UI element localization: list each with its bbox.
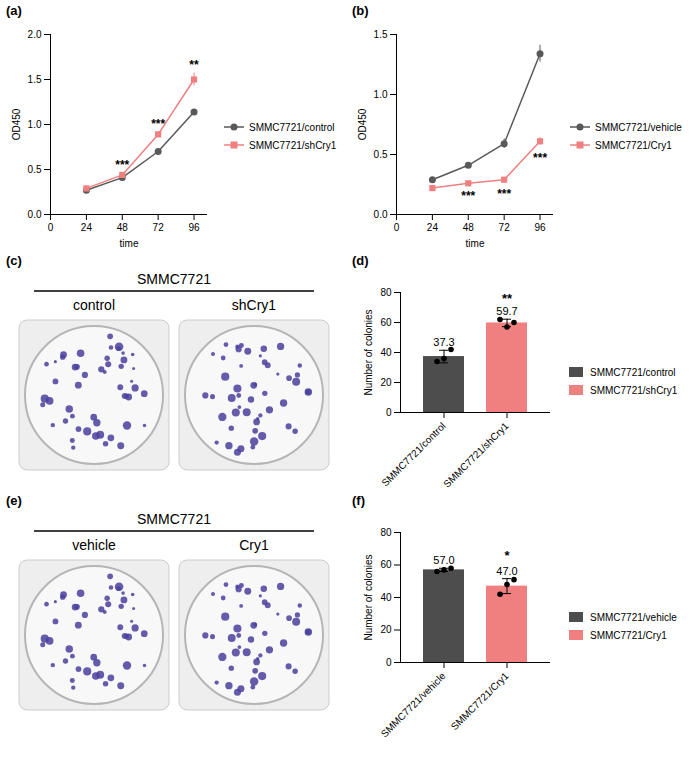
svg-text:20: 20: [380, 377, 392, 388]
html-text:(d): (d): [352, 253, 369, 268]
svg-text:1.5: 1.5: [28, 74, 42, 85]
svg-text:1.0: 1.0: [28, 119, 42, 130]
svg-text:96: 96: [534, 222, 546, 233]
svg-text:1.0: 1.0: [374, 89, 388, 100]
svg-text:***: ***: [151, 117, 165, 131]
svg-text:***: ***: [497, 187, 511, 201]
svg-text:40: 40: [380, 347, 392, 358]
html-text:SMMC7721/vehicle: SMMC7721/vehicle: [590, 611, 677, 623]
svg-text:control: control: [73, 297, 115, 313]
svg-text:SMMC7721/vehicle: SMMC7721/vehicle: [379, 670, 448, 739]
svg-text:SMMC7721/control: SMMC7721/control: [379, 420, 447, 488]
svg-text:shCry1: shCry1: [232, 297, 277, 313]
svg-text:SMMC7721/Cry1: SMMC7721/Cry1: [449, 670, 511, 732]
svg-text:72: 72: [153, 222, 165, 233]
svg-text:60: 60: [380, 317, 392, 328]
svg-text:0.5: 0.5: [374, 149, 388, 160]
svg-text:80: 80: [380, 527, 392, 538]
svg-text:0.0: 0.0: [374, 209, 388, 220]
svg-text:48: 48: [463, 222, 475, 233]
svg-text:time: time: [120, 238, 139, 249]
svg-text:*: *: [504, 548, 510, 563]
html-text:SMMC7721/Cry1: SMMC7721/Cry1: [595, 139, 672, 151]
svg-text:1.5: 1.5: [374, 29, 388, 40]
html-text:(c): (c): [6, 253, 22, 268]
svg-text:Number of colonies: Number of colonies: [363, 309, 374, 395]
svg-text:2.0: 2.0: [28, 29, 42, 40]
svg-text:OD450: OD450: [11, 108, 22, 140]
svg-text:59.7: 59.7: [496, 305, 517, 317]
html-text:SMMC7721/control: SMMC7721/control: [249, 121, 335, 133]
svg-text:47.0: 47.0: [496, 565, 517, 577]
svg-text:vehicle: vehicle: [72, 537, 116, 553]
svg-text:0: 0: [394, 222, 400, 233]
svg-text:***: ***: [461, 189, 475, 203]
html-text:SMMC7721/shCry1: SMMC7721/shCry1: [590, 384, 678, 396]
svg-text:**: **: [502, 291, 513, 306]
svg-text:96: 96: [188, 222, 200, 233]
svg-text:80: 80: [380, 287, 392, 298]
svg-text:**: **: [189, 58, 199, 72]
svg-text:60: 60: [380, 559, 392, 570]
svg-text:20: 20: [380, 624, 392, 635]
svg-text:57.0: 57.0: [433, 554, 454, 566]
svg-text:SMMC7721: SMMC7721: [137, 271, 211, 287]
html-text:SMMC7721/Cry1: SMMC7721/Cry1: [590, 629, 667, 641]
html-text:SMMC7721/vehicle: SMMC7721/vehicle: [595, 121, 682, 133]
svg-text:0: 0: [386, 407, 392, 418]
svg-text:40: 40: [380, 592, 392, 603]
html-text:SMMC7721/control: SMMC7721/control: [590, 366, 676, 378]
svg-text:SMMC7721: SMMC7721: [137, 511, 211, 527]
svg-text:0: 0: [386, 657, 392, 668]
html-text:SMMC7721/shCry1: SMMC7721/shCry1: [249, 139, 337, 151]
svg-text:Cry1: Cry1: [239, 537, 269, 553]
svg-text:***: ***: [533, 151, 547, 165]
html-text:(e): (e): [6, 493, 22, 508]
svg-text:48: 48: [117, 222, 129, 233]
svg-text:Number of colonies: Number of colonies: [363, 554, 374, 640]
svg-text:time: time: [466, 238, 485, 249]
svg-text:SMMC7721/shCry1: SMMC7721/shCry1: [441, 420, 511, 490]
svg-text:37.3: 37.3: [433, 336, 454, 348]
html-text:(a): (a): [6, 3, 22, 18]
svg-text:***: ***: [115, 158, 129, 172]
html-text:(b): (b): [352, 3, 369, 18]
svg-text:24: 24: [81, 222, 93, 233]
html-text:(f): (f): [352, 493, 365, 508]
svg-text:0.0: 0.0: [28, 209, 42, 220]
svg-text:OD450: OD450: [357, 108, 368, 140]
svg-text:0.5: 0.5: [28, 164, 42, 175]
svg-text:24: 24: [427, 222, 439, 233]
svg-text:72: 72: [499, 222, 511, 233]
svg-text:0: 0: [48, 222, 54, 233]
